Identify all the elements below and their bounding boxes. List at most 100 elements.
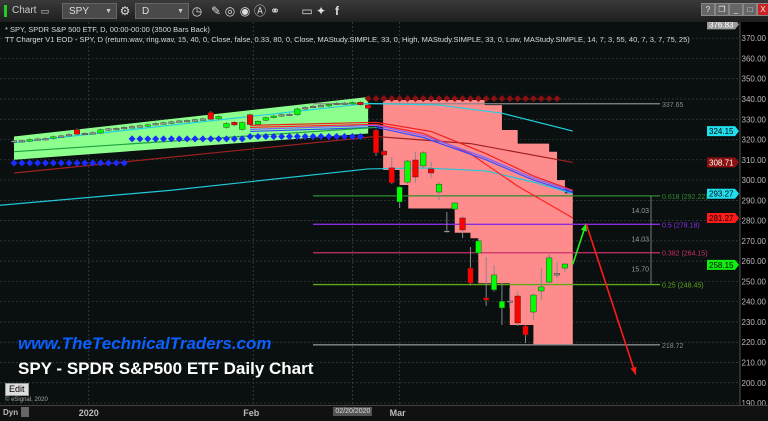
candle-body	[66, 134, 73, 137]
fib-level-label: 0.5 (278.18)	[662, 222, 700, 229]
interval-dropdown[interactable]: D ▼	[135, 3, 189, 19]
candle-body	[10, 140, 17, 143]
red-diamond-marker	[474, 95, 482, 103]
blue-diamond-marker	[246, 132, 254, 140]
pencil-icon[interactable]: ✎	[210, 4, 222, 18]
candle-body	[404, 160, 411, 183]
time-axis[interactable]: Dyn 2020 Feb Mar 02/20/2020	[0, 405, 768, 421]
price-axis-label: 360.00	[742, 54, 767, 63]
blue-diamond-marker	[309, 132, 317, 140]
blue-diamond-marker	[89, 159, 97, 167]
blue-diamond-marker	[207, 135, 215, 143]
price-tag-label: 258.15	[709, 261, 734, 270]
arrow-head	[580, 223, 587, 232]
time-axis-label: 2020	[78, 408, 99, 418]
blue-diamond-marker	[278, 132, 286, 140]
facebook-icon[interactable]: f	[335, 4, 339, 18]
symbol-value: SPY	[69, 6, 90, 17]
candle-body	[160, 122, 167, 125]
candle-body	[89, 132, 96, 135]
candle-body	[443, 230, 450, 233]
settings-icon[interactable]: ⚙	[119, 4, 131, 18]
blue-diamond-marker	[341, 132, 349, 140]
candle-body	[357, 102, 364, 105]
refresh-icon[interactable]: ◎	[224, 4, 236, 18]
status-indicator	[4, 5, 7, 17]
maximize-button[interactable]: □	[743, 3, 757, 16]
price-axis-label: 210.00	[742, 359, 767, 368]
candle-body	[129, 126, 136, 129]
link-icon[interactable]: ▭	[40, 6, 50, 16]
price-tag-label: 324.15	[709, 127, 734, 136]
blue-diamond-marker	[128, 135, 136, 143]
candle-body	[199, 118, 206, 121]
blue-diamond-marker	[325, 132, 333, 140]
red-diamond-marker	[404, 95, 411, 103]
candle-body	[58, 135, 65, 138]
price-axis-label: 250.00	[742, 277, 767, 286]
candle-body	[396, 186, 403, 203]
blue-diamond-marker	[175, 135, 183, 143]
price-axis-label: 220.00	[742, 338, 767, 347]
blue-diamond-marker	[183, 135, 191, 143]
comment-icon[interactable]: ▭	[301, 4, 313, 18]
candle-body	[561, 263, 568, 269]
price-tag	[707, 126, 739, 137]
blue-diamond-marker	[215, 135, 223, 143]
red-diamond-marker	[459, 95, 467, 103]
price-tag	[707, 259, 739, 270]
price-tag	[707, 22, 739, 30]
moving-average-line	[250, 121, 573, 191]
candle-body	[121, 127, 128, 130]
legend-indicator-line: TT Charger V1 EOD - SPY, D (return.wav, …	[5, 35, 690, 44]
chain-icon[interactable]: ⚭	[269, 4, 281, 18]
blue-diamond-marker	[301, 132, 309, 140]
candle-body	[310, 106, 317, 108]
price-axis-label: 260.00	[742, 257, 767, 266]
price-axis-label: 300.00	[742, 176, 767, 185]
candle-body	[18, 140, 25, 143]
blue-diamond-marker	[222, 135, 230, 143]
candle-body	[475, 240, 482, 254]
price-tag	[707, 213, 739, 224]
candle-body	[325, 104, 332, 107]
candle-body	[530, 294, 537, 313]
red-zone	[383, 100, 573, 345]
candle-body	[81, 133, 88, 135]
candle-body	[223, 123, 230, 128]
candle-body	[184, 120, 191, 123]
candle-body	[365, 104, 372, 109]
candle-body	[73, 129, 80, 135]
symbol-dropdown[interactable]: SPY ▼	[62, 3, 117, 19]
price-chart[interactable]: 337.65 0.618 (292.22) 0.5 (278.18) 0.382 (2…	[0, 22, 768, 405]
alert-icon[interactable]: Ⓐ	[253, 4, 266, 18]
close-button[interactable]: X	[757, 3, 768, 16]
clock-icon[interactable]: ◷	[191, 4, 203, 18]
price-axis-label: 320.00	[742, 136, 767, 145]
restore-button[interactable]: ❐	[715, 3, 729, 16]
blue-diamond-marker	[285, 132, 293, 140]
scale-icon[interactable]	[21, 407, 29, 417]
fib-level-label: 0.618 (292.22)	[662, 194, 708, 201]
red-diamond-marker	[396, 95, 404, 103]
blue-diamond-marker	[254, 132, 262, 140]
red-diamond-marker	[411, 95, 419, 103]
blue-diamond-marker	[293, 132, 301, 140]
price-axis-label: 270.00	[742, 237, 767, 246]
help-button[interactable]: ?	[701, 3, 715, 16]
candle-body	[34, 138, 41, 141]
candle-body	[341, 102, 348, 105]
red-diamond-marker	[529, 95, 537, 103]
edit-button[interactable]: Edit	[5, 383, 29, 396]
blue-diamond-marker	[160, 135, 168, 143]
candle-body	[176, 120, 183, 123]
candle-body	[239, 122, 246, 130]
blue-diamond-marker	[238, 135, 246, 143]
candle-body	[136, 125, 143, 128]
minimize-button[interactable]: _	[729, 3, 743, 16]
twitter-icon[interactable]: ✦	[315, 4, 327, 18]
play-icon[interactable]: ◉	[239, 4, 251, 18]
chart-area[interactable]: 337.65 0.618 (292.22) 0.5 (278.18) 0.382 (2…	[0, 22, 768, 405]
copyright: © eSignal, 2020	[5, 397, 48, 403]
candle-body	[435, 183, 442, 193]
